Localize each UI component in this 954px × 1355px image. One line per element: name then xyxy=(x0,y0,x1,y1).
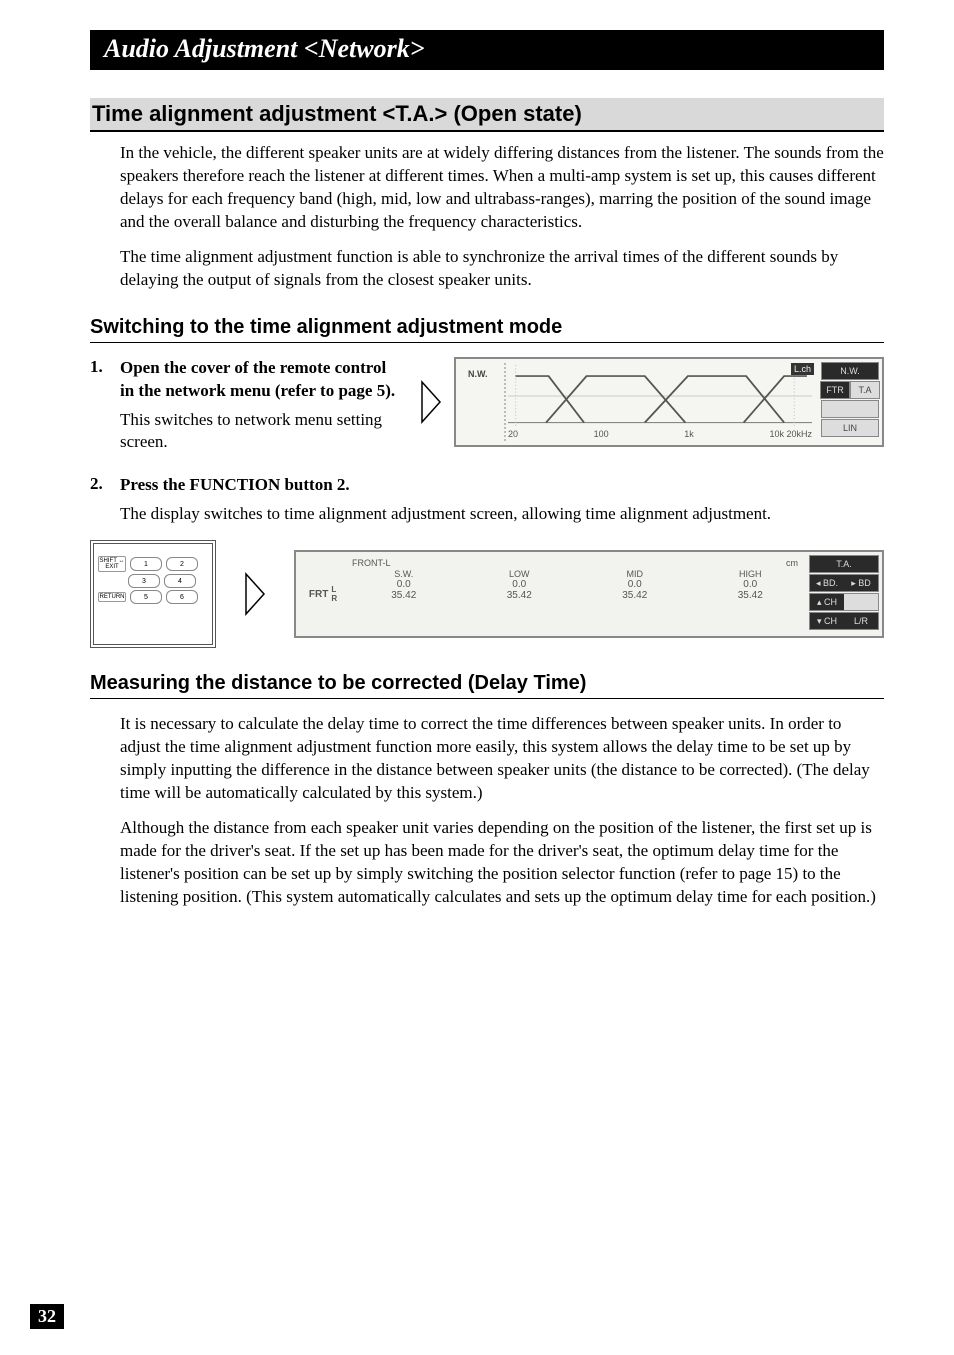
lcd2-col-sw: S.W. 0.0 35.42 xyxy=(352,569,456,601)
c2-v2: 35.42 xyxy=(468,590,572,601)
subsection1-title: Switching to the time alignment adjustme… xyxy=(90,316,884,343)
section1-para2: The time alignment adjustment function i… xyxy=(120,246,884,292)
lcd-ta-panel: FRT LR FRONT-L S.W. 0.0 35.42 LOW 0.0 35… xyxy=(294,550,884,638)
step1-text-col: 1. Open the cover of the remote control … xyxy=(90,357,400,465)
section-title-bar: Time alignment adjustment <T.A.> (Open s… xyxy=(90,98,884,132)
sub2-para2: Although the distance from each speaker … xyxy=(120,817,884,909)
c1-lab: S.W. xyxy=(352,569,456,579)
ta-r4a: ▾ CH xyxy=(810,613,844,629)
step1-number: 1. xyxy=(90,357,120,403)
sub2-para1: It is necessary to calculate the delay t… xyxy=(120,713,884,805)
c2-lab: LOW xyxy=(468,569,572,579)
remote-btn-4: 4 xyxy=(164,574,196,588)
lcd1-lch: L.ch xyxy=(791,363,814,375)
chapter-title: Audio Adjustment <Network> xyxy=(104,34,425,63)
remote-btn-1: 1 xyxy=(130,557,162,571)
c4-v2: 35.42 xyxy=(699,590,803,601)
lcd2-col-high: HIGH 0.0 35.42 xyxy=(699,569,803,601)
c1-v1: 0.0 xyxy=(352,579,456,590)
lcd1-r2a: FTR xyxy=(820,381,850,399)
c4-lab: HIGH xyxy=(699,569,803,579)
remote-btn-6: 6 xyxy=(166,590,198,604)
ta-r3: ▴ CH xyxy=(810,594,844,610)
remote-control: SHIFT ↔ EXIT 1 2 3 4 RETURN 5 6 xyxy=(90,540,216,648)
page-number: 32 xyxy=(30,1304,64,1329)
arrow-icon xyxy=(420,380,442,424)
step2-figure-row: SHIFT ↔ EXIT 1 2 3 4 RETURN 5 6 xyxy=(90,540,884,648)
lcd2-cols: S.W. 0.0 35.42 LOW 0.0 35.42 MID 0.0 35.… xyxy=(352,569,802,601)
step1-bold: Open the cover of the remote control in … xyxy=(120,357,400,403)
c4-v1: 0.0 xyxy=(699,579,803,590)
lcd1-r1: N.W. xyxy=(821,362,879,380)
lcd2-frt: FRT xyxy=(309,589,328,600)
lcd1-r3 xyxy=(821,400,879,418)
lcd2-center: FRONT-L S.W. 0.0 35.42 LOW 0.0 35.42 MID xyxy=(352,558,802,630)
lcd1-axis: 20 100 1k 10k 20kHz xyxy=(508,429,812,443)
lcd1-left: N.W. xyxy=(460,363,506,441)
lcd2-cm: cm xyxy=(786,558,798,568)
subsection2-title: Measuring the distance to be corrected (… xyxy=(90,672,884,699)
axis-20: 20 xyxy=(508,429,518,443)
lcd1-r2b: T.A xyxy=(850,381,880,399)
c3-lab: MID xyxy=(583,569,687,579)
step2-head: 2. Press the FUNCTION button 2. xyxy=(90,474,884,497)
step2-bold: Press the FUNCTION button 2. xyxy=(120,474,350,497)
remote-btn-2: 2 xyxy=(166,557,198,571)
arrow-icon xyxy=(244,572,266,616)
remote-btn-5: 5 xyxy=(130,590,162,604)
c2-v1: 0.0 xyxy=(468,579,572,590)
step1-plain: This switches to network menu setting sc… xyxy=(120,409,400,455)
remote-btn-3: 3 xyxy=(128,574,160,588)
lcd2-col-mid: MID 0.0 35.42 xyxy=(583,569,687,601)
axis-10k: 10k 20kHz xyxy=(769,429,812,443)
c1-v2: 35.42 xyxy=(352,590,456,601)
lcd1-graph: + 0 − xyxy=(508,365,812,427)
ta-r3b xyxy=(844,594,878,610)
ta-r2a: ◂ BD. xyxy=(810,575,844,591)
axis-1k: 1k xyxy=(684,429,694,443)
lcd2-header: FRONT-L xyxy=(352,558,802,568)
lcd2-lr: LR xyxy=(331,585,337,603)
c3-v1: 0.0 xyxy=(583,579,687,590)
lcd1-nw-label: N.W. xyxy=(468,369,488,379)
ta-r2b: ▸ BD xyxy=(844,575,878,591)
ta-r4b: L/R xyxy=(844,613,878,629)
step2-number: 2. xyxy=(90,474,120,497)
step1-figure-col: N.W. xyxy=(420,357,884,447)
page: Audio Adjustment <Network> Time alignmen… xyxy=(0,0,954,1355)
lcd1-right: N.W. FTR T.A LIN xyxy=(820,361,880,443)
c3-v2: 35.42 xyxy=(583,590,687,601)
axis-100: 100 xyxy=(594,429,609,443)
lcd2-col-low: LOW 0.0 35.42 xyxy=(468,569,572,601)
step1-row: 1. Open the cover of the remote control … xyxy=(90,357,884,465)
lcd2-right: T.A. ◂ BD. ▸ BD ▴ CH ▾ CH L/R xyxy=(808,554,880,634)
lcd1-r4: LIN xyxy=(821,419,879,437)
remote-return-label: RETURN xyxy=(98,592,126,602)
ta-r1: T.A. xyxy=(810,556,878,572)
step2-plain: The display switches to time alignment a… xyxy=(120,503,884,526)
chapter-title-bar: Audio Adjustment <Network> xyxy=(90,30,884,70)
section1-para1: In the vehicle, the different speaker un… xyxy=(120,142,884,234)
lcd2-left: FRT LR xyxy=(298,552,348,636)
section-title: Time alignment adjustment <T.A.> (Open s… xyxy=(92,101,582,126)
lcd1-r2: FTR T.A xyxy=(820,381,880,399)
remote-shift-label: SHIFT ↔ EXIT xyxy=(98,556,126,572)
step1-head: 1. Open the cover of the remote control … xyxy=(90,357,400,403)
lcd-network-panel: N.W. xyxy=(454,357,884,447)
